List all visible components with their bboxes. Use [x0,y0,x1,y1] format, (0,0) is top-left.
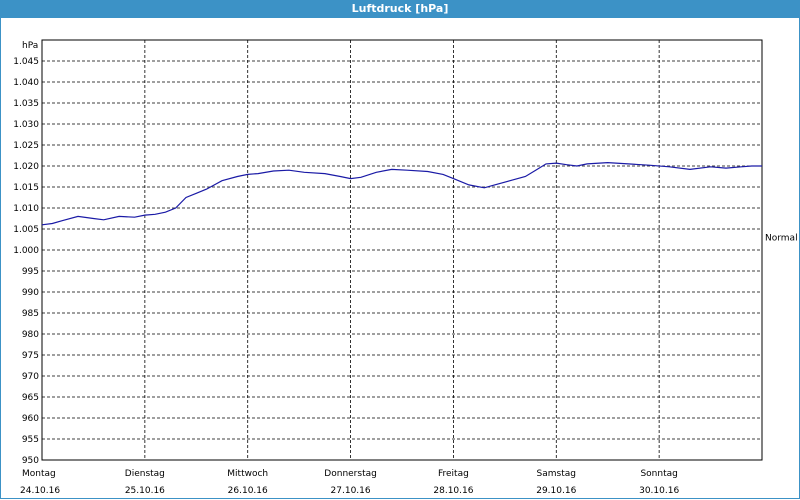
y-tick-label: 1.005 [13,225,39,235]
y-tick-label: 1.030 [13,120,39,130]
y-tick-label: 985 [22,309,39,319]
x-tick-date: 29.10.16 [536,486,576,496]
y-tick-label: 1.010 [13,204,39,214]
chart-title: Luftdruck [hPa] [0,0,800,18]
y-tick-label: 965 [22,393,39,403]
x-tick-day: Freitag [438,469,469,479]
y-tick-label: 950 [22,456,39,466]
horizontal-grid [42,60,762,461]
reference-label-normal: Normal [765,233,798,243]
x-tick-date: 26.10.16 [228,486,268,496]
y-axis-label: hPa [22,41,38,51]
vertical-grid [144,40,660,460]
y-tick-label: 1.045 [13,57,39,67]
x-tick-labels: Montag 24.10.16 Dienstag 25.10.16 Mittwoch 26… [20,469,679,496]
x-tick-day: Sonntag [640,469,677,479]
y-tick-label: 960 [22,414,39,424]
y-tick-label: 990 [22,288,39,298]
x-tick-day: Dienstag [125,469,165,479]
y-tick-label: 1.015 [13,183,39,193]
x-tick-date: 27.10.16 [331,486,371,496]
x-tick-day: Samstag [537,469,576,479]
y-tick-label: 1.035 [13,99,39,109]
y-tick-label: 1.025 [13,141,39,151]
plot-frame [41,39,763,461]
y-tick-label: 995 [22,267,39,277]
x-tick-day: Mittwoch [227,469,268,479]
x-tick-date: 28.10.16 [433,486,473,496]
y-tick-label: 955 [22,435,39,445]
x-tick-date: 30.10.16 [639,486,679,496]
x-tick-day: Donnerstag [324,469,377,479]
series-line-pressure [41,161,762,226]
x-tick-date: 25.10.16 [125,486,165,496]
y-tick-label: 1.000 [13,246,39,256]
y-tick-label: 975 [22,351,39,361]
y-tick-label: 1.020 [13,162,39,172]
y-tick-label: 980 [22,330,39,340]
x-tick-day: Montag [22,469,56,479]
y-tick-label: 1.040 [13,78,39,88]
x-tick-date: 24.10.16 [20,486,60,496]
y-tick-label: 970 [22,372,39,382]
y-tick-labels: 950 955 960 965 970 975 980 985 990 995 1.000 1.005… [13,57,39,466]
